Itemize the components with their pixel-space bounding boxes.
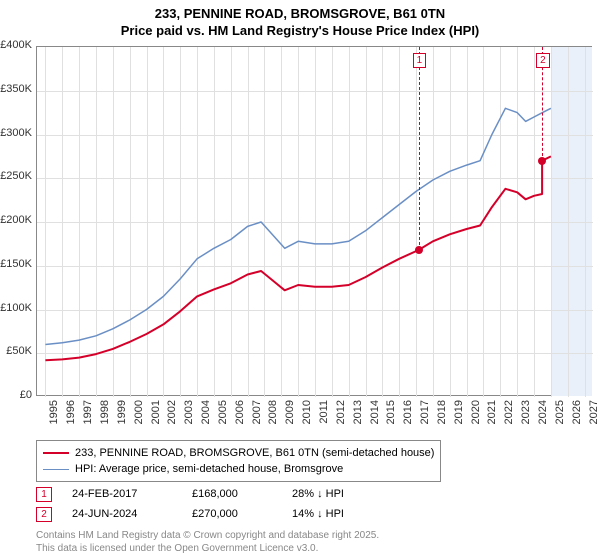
x-tick-label: 2019 [453, 400, 465, 460]
sales-row: 2 24-JUN-2024 £270,000 14% ↓ HPI [36, 504, 344, 524]
x-tick-label: 2022 [503, 400, 515, 460]
sale-delta: 14% ↓ HPI [292, 508, 344, 520]
x-tick-label: 2001 [150, 400, 162, 460]
page-title: 233, PENNINE ROAD, BROMSGROVE, B61 0TN [0, 0, 600, 23]
x-tick-label: 2020 [470, 400, 482, 460]
x-tick-label: 2002 [166, 400, 178, 460]
chart-lines [37, 47, 593, 397]
x-tick-label: 2026 [571, 400, 583, 460]
attribution-line-2: This data is licensed under the Open Gov… [36, 543, 379, 556]
x-tick-label: 2003 [183, 400, 195, 460]
x-tick-label: 2018 [436, 400, 448, 460]
x-tick-label: 2011 [318, 400, 330, 460]
legend-row: HPI: Average price, semi-detached house,… [43, 461, 434, 477]
x-tick-label: 2025 [554, 400, 566, 460]
x-tick-label: 2009 [284, 400, 296, 460]
sale-date: 24-FEB-2017 [72, 488, 172, 500]
x-tick-label: 2016 [402, 400, 414, 460]
sale-delta: 28% ↓ HPI [292, 488, 344, 500]
x-tick-label: 2023 [520, 400, 532, 460]
y-tick-label: £400K [0, 39, 32, 51]
x-tick-label: 2024 [537, 400, 549, 460]
x-tick-label: 2017 [419, 400, 431, 460]
x-tick-label: 1999 [116, 400, 128, 460]
y-tick-label: £250K [0, 170, 32, 182]
legend-swatch [43, 469, 69, 470]
sale-price: £168,000 [192, 488, 272, 500]
x-tick-label: 2007 [251, 400, 263, 460]
series-price_paid [45, 156, 551, 360]
page-subtitle: Price paid vs. HM Land Registry's House … [0, 23, 600, 38]
sale-marker-vline [419, 47, 420, 250]
sale-price: £270,000 [192, 508, 272, 520]
y-tick-label: £350K [0, 83, 32, 95]
y-tick-label: £150K [0, 258, 32, 270]
x-tick-label: 2006 [234, 400, 246, 460]
sale-marker-label: 1 [413, 53, 427, 68]
sale-index-pill: 2 [36, 507, 52, 522]
x-tick-label: 2004 [200, 400, 212, 460]
legend-text: HPI: Average price, semi-detached house,… [75, 461, 343, 477]
y-tick-label: £0 [20, 389, 32, 401]
x-tick-label: 1996 [65, 400, 77, 460]
x-tick-label: 2014 [369, 400, 381, 460]
x-tick-label: 2000 [133, 400, 145, 460]
sale-date: 24-JUN-2024 [72, 508, 172, 520]
sale-index-pill: 1 [36, 487, 52, 502]
x-tick-label: 2013 [352, 400, 364, 460]
x-tick-label: 2005 [217, 400, 229, 460]
y-tick-label: £200K [0, 214, 32, 226]
x-tick-label: 1998 [99, 400, 111, 460]
sale-marker-label: 2 [536, 53, 550, 68]
sales-row: 1 24-FEB-2017 £168,000 28% ↓ HPI [36, 484, 344, 504]
sales-table: 1 24-FEB-2017 £168,000 28% ↓ HPI 2 24-JUN-202… [36, 484, 344, 524]
x-tick-label: 2015 [385, 400, 397, 460]
x-tick-label: 2027 [588, 400, 600, 460]
x-tick-label: 2012 [335, 400, 347, 460]
y-tick-label: £50K [6, 345, 32, 357]
y-tick-label: £300K [0, 127, 32, 139]
x-tick-label: 1995 [48, 400, 60, 460]
x-tick-label: 2008 [267, 400, 279, 460]
attribution: Contains HM Land Registry data © Crown c… [36, 530, 379, 555]
x-tick-label: 1997 [82, 400, 94, 460]
x-tick-label: 2010 [301, 400, 313, 460]
attribution-line-1: Contains HM Land Registry data © Crown c… [36, 530, 379, 543]
y-tick-label: £100K [0, 302, 32, 314]
price-chart: 12 [36, 46, 592, 396]
x-tick-label: 2021 [486, 400, 498, 460]
